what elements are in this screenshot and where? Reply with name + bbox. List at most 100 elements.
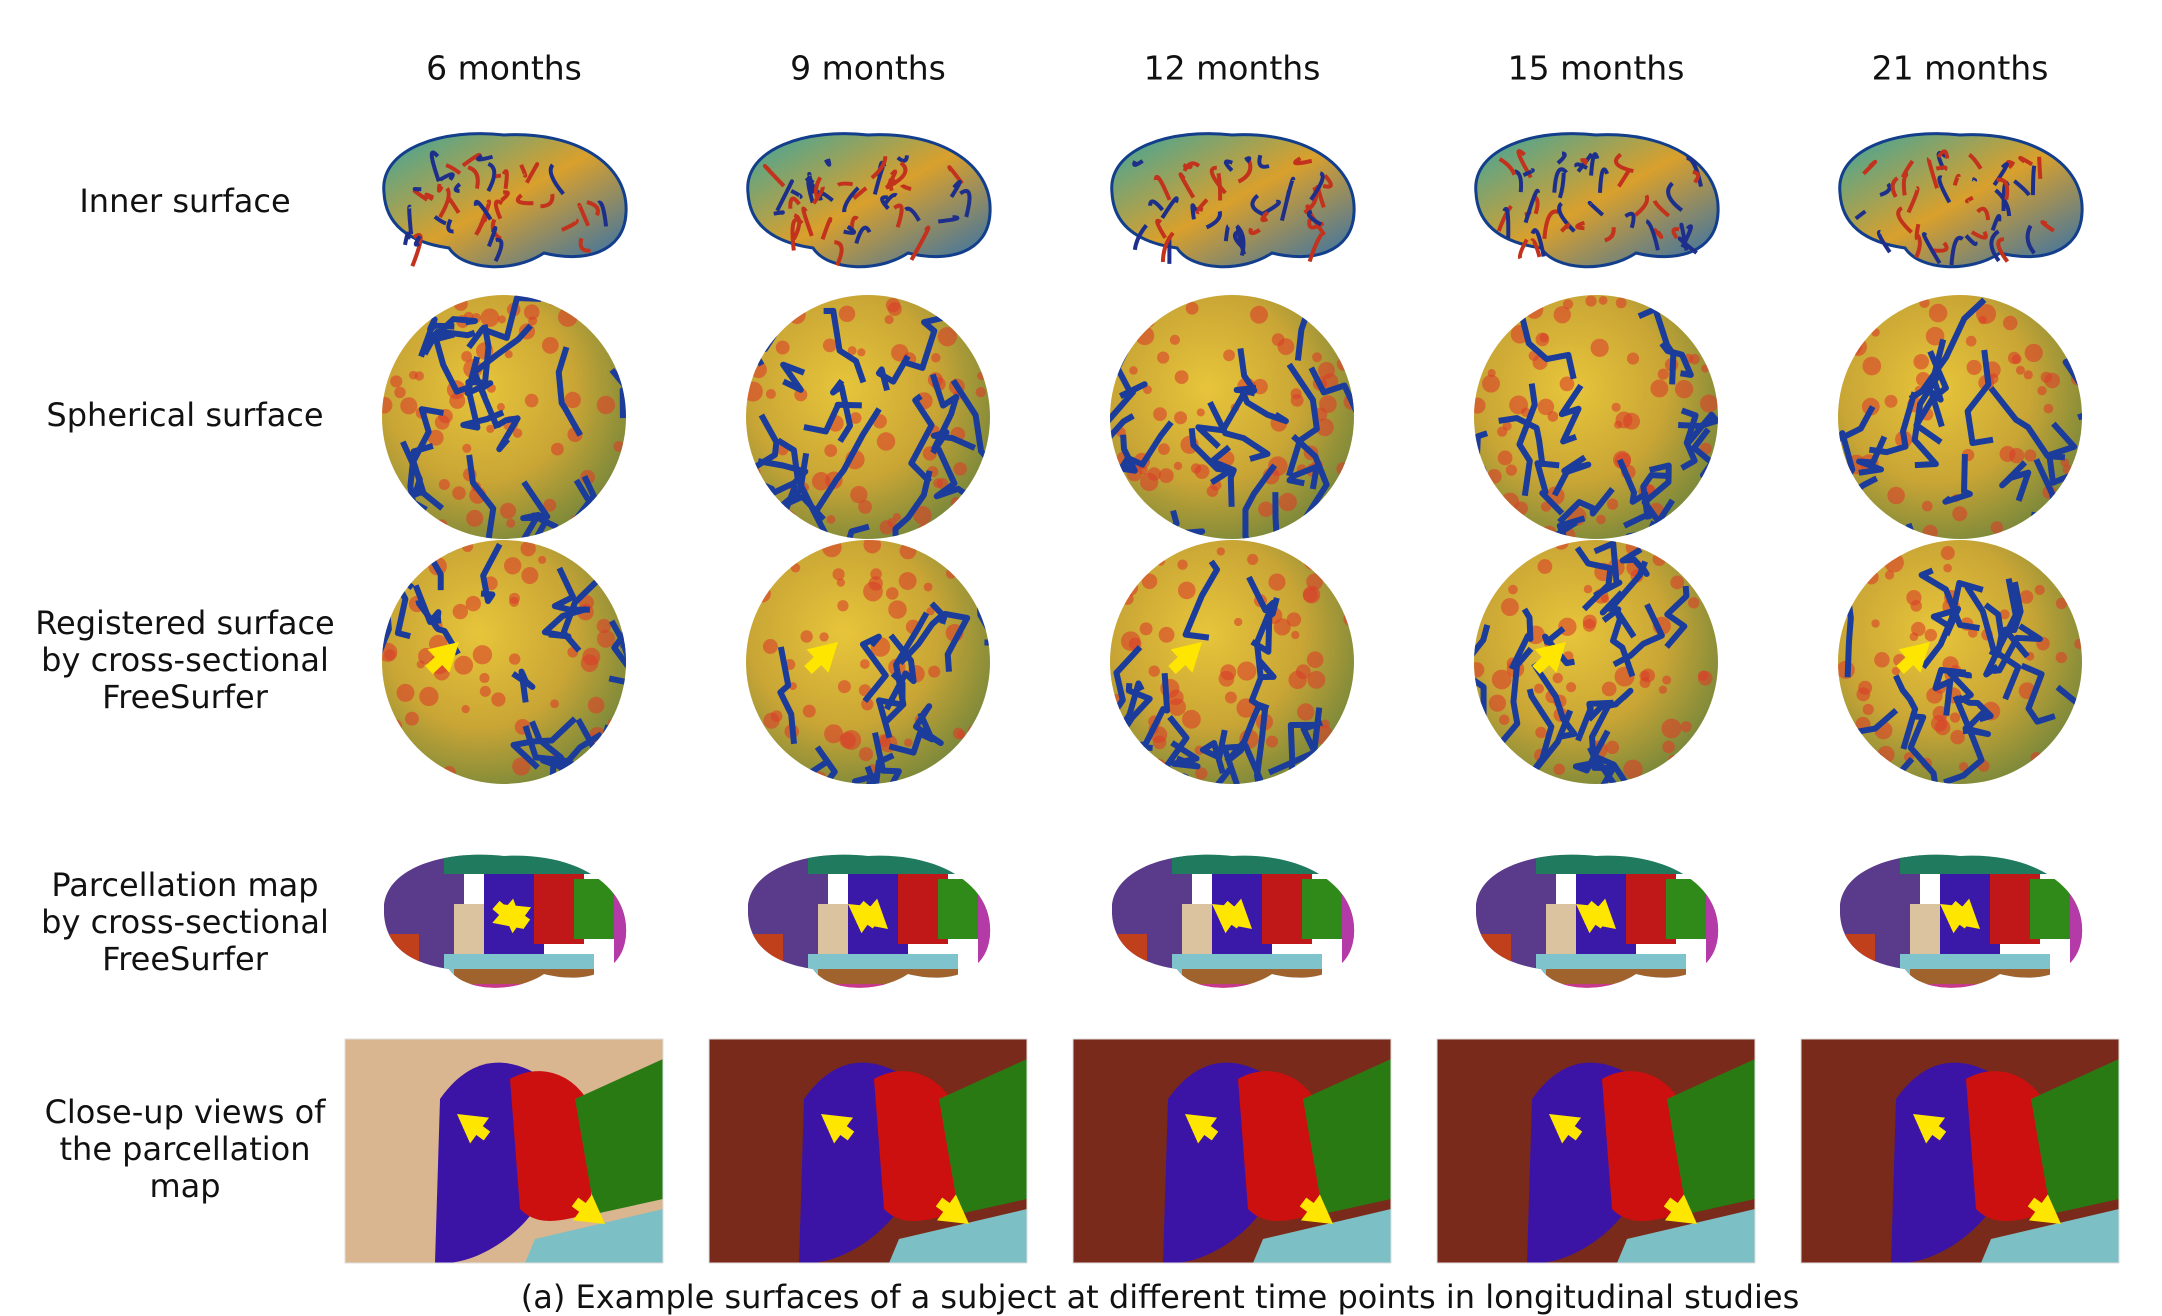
- hotspot: [1135, 326, 1155, 346]
- gyrus: [836, 181, 853, 187]
- hotspot: [596, 553, 608, 565]
- hotspot: [861, 698, 874, 711]
- hotspot: [2073, 497, 2082, 511]
- hotspot: [1862, 764, 1875, 776]
- gyrus: [445, 163, 462, 175]
- hotspot: [396, 683, 415, 702]
- arrow-head: [1549, 1114, 1582, 1144]
- gyrus: [1307, 233, 1324, 263]
- hotspot: [1840, 312, 1850, 322]
- hotspot: [427, 429, 444, 446]
- region: [874, 1071, 959, 1221]
- hotspot: [479, 672, 490, 684]
- hotspot: [1173, 461, 1183, 471]
- gyrus: [467, 165, 480, 190]
- hotspot: [1862, 356, 1882, 376]
- hotspot: [838, 305, 856, 322]
- gyrus: [1498, 157, 1517, 176]
- region: [1238, 1071, 1323, 1221]
- gyrus: [1968, 153, 1983, 170]
- gyrus: [1589, 152, 1600, 176]
- hotspot: [2040, 371, 2052, 383]
- hotspot: [969, 542, 989, 562]
- hotspot: [868, 576, 883, 591]
- parcel: [818, 904, 848, 954]
- sulcus: [412, 584, 442, 626]
- hotspot: [1537, 559, 1553, 574]
- sulcus: [1838, 405, 1876, 451]
- sulcus: [1551, 454, 1592, 497]
- hotspot: [491, 692, 506, 707]
- hotspot: [382, 642, 398, 662]
- sulcus: [1575, 699, 1614, 742]
- gyrus: [834, 240, 844, 267]
- sulcus: [1199, 729, 1228, 774]
- gyrus: [424, 192, 435, 202]
- hotspot: [888, 600, 907, 619]
- hotspot: [790, 563, 801, 573]
- region: [939, 1059, 1027, 1214]
- hotspot: [1290, 393, 1304, 407]
- hotspot: [1488, 694, 1507, 712]
- hotspot: [756, 520, 771, 534]
- hotspot: [1919, 297, 1930, 309]
- hotspot: [1315, 418, 1334, 437]
- hotspot: [1474, 397, 1486, 414]
- arrow-head: [492, 898, 524, 929]
- hotspot: [2034, 584, 2045, 596]
- arrow-head: [1913, 1114, 1946, 1144]
- hotspot: [499, 502, 517, 519]
- hotspot: [1700, 394, 1718, 413]
- region: [1253, 1209, 1391, 1263]
- gyrus: [1994, 188, 2012, 217]
- sulcus: [875, 354, 911, 392]
- sulcus: [555, 346, 583, 437]
- hotspot: [1601, 594, 1610, 603]
- sulcus: [1110, 371, 1117, 419]
- gyrus: [1496, 204, 1513, 232]
- hotspot: [1247, 553, 1259, 565]
- hotspot: [1553, 540, 1569, 550]
- hotspot: [1500, 598, 1519, 617]
- gyrus: [495, 173, 502, 179]
- hotspot: [1336, 357, 1351, 371]
- gyrus: [949, 179, 962, 198]
- gyrus: [438, 187, 451, 219]
- gyrus: [888, 177, 899, 192]
- gyrus: [807, 172, 816, 194]
- hotspot: [584, 315, 599, 330]
- gyrus: [429, 150, 441, 182]
- hotspot: [787, 306, 806, 324]
- hotspot: [1668, 754, 1677, 764]
- brain: [746, 132, 992, 269]
- hotspot: [1142, 315, 1155, 328]
- hotspot: [1884, 570, 1895, 580]
- sulcus: [1158, 767, 1233, 784]
- hotspot: [858, 499, 873, 514]
- hotspot: [746, 381, 763, 402]
- hotspot: [1626, 352, 1640, 365]
- hotspot: [1559, 376, 1575, 392]
- hotspot: [837, 680, 851, 694]
- hotspot: [1871, 327, 1880, 337]
- gyrus: [1542, 209, 1560, 239]
- sulcus: [510, 716, 578, 770]
- sulcus: [1641, 462, 1672, 538]
- hotspot: [886, 587, 899, 600]
- arrow-head: [1584, 898, 1616, 929]
- sulcus: [1110, 413, 1135, 453]
- hotspot: [1307, 670, 1326, 689]
- hotspot: [849, 412, 862, 424]
- hotspot: [974, 745, 990, 761]
- gyrus: [824, 158, 832, 167]
- hotspot: [1339, 497, 1352, 510]
- hotspot: [1583, 584, 1593, 594]
- gyrus: [1624, 211, 1636, 229]
- sulcus: [1474, 316, 1492, 377]
- region: [1966, 1071, 2051, 1221]
- hotspot: [810, 771, 827, 784]
- arrow-head: [936, 1194, 969, 1224]
- hotspot: [390, 557, 410, 577]
- hotspot: [832, 568, 845, 581]
- gyrus: [792, 213, 802, 241]
